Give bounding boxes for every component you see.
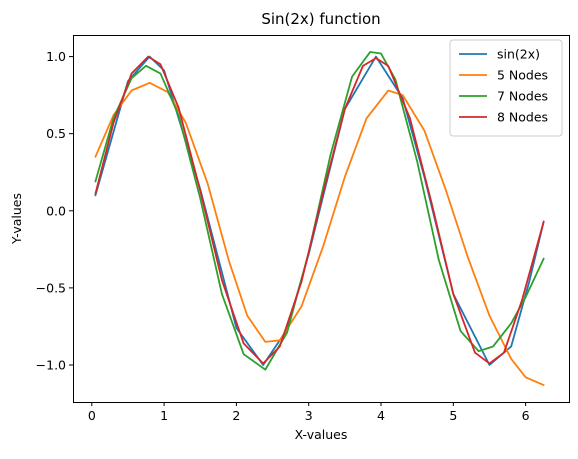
y-axis-label: Y-values — [9, 193, 24, 245]
plot-frame — [73, 35, 570, 403]
x-tick-label: 3 — [305, 408, 313, 423]
x-tick-label: 1 — [160, 408, 168, 423]
y-tick-label: −1.0 — [36, 357, 66, 372]
y-tick-label: 1.0 — [46, 49, 66, 64]
x-axis-label: X-values — [295, 427, 348, 442]
legend-label-3: 7 Nodes — [497, 89, 548, 104]
legend-label-2: 5 Nodes — [497, 68, 548, 83]
legend-box — [449, 39, 563, 137]
legend-label-1: sin(2x) — [497, 47, 540, 62]
y-tick-label: −0.5 — [36, 280, 66, 295]
x-tick-label: 0 — [88, 408, 96, 423]
x-tick-label: 5 — [449, 408, 457, 423]
series-line-3 — [94, 51, 545, 371]
legend-label-4: 8 Nodes — [497, 110, 548, 125]
series-line-4 — [94, 55, 545, 365]
x-tick-label: 4 — [377, 408, 385, 423]
legend: sin(2x) 5 Nodes 7 Nodes 8 Nodes — [449, 39, 563, 137]
x-ticks: 0 1 2 3 4 5 6 — [88, 402, 530, 423]
y-tick-label: 0.5 — [46, 126, 66, 141]
x-tick-label: 6 — [522, 408, 530, 423]
lines-layer — [94, 51, 545, 386]
x-tick-label: 2 — [232, 408, 240, 423]
chart-title: Sin(2x) function — [261, 10, 380, 28]
y-ticks: −1.0 −0.5 0.0 0.5 1.0 — [36, 49, 73, 372]
y-tick-label: 0.0 — [46, 203, 66, 218]
series-line-2 — [94, 81, 545, 386]
